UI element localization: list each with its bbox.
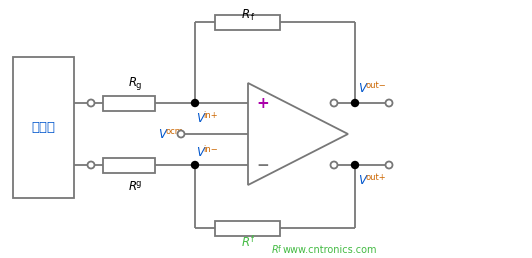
Bar — [13, 57, 74, 198]
Text: V: V — [358, 173, 366, 187]
Circle shape — [192, 162, 198, 168]
Text: +: + — [256, 95, 269, 110]
Bar — [103, 157, 155, 173]
Text: R: R — [129, 181, 137, 194]
Text: ocm: ocm — [166, 127, 184, 136]
Circle shape — [386, 100, 393, 107]
Bar — [103, 95, 155, 110]
Text: f: f — [251, 12, 254, 21]
Bar — [215, 14, 280, 29]
Text: R: R — [272, 245, 279, 255]
Circle shape — [192, 100, 198, 107]
Text: g: g — [136, 180, 142, 189]
Circle shape — [386, 162, 393, 168]
Text: out−: out− — [365, 82, 386, 91]
Text: R: R — [129, 77, 137, 90]
Text: −: − — [256, 157, 269, 173]
Circle shape — [330, 162, 337, 168]
Text: in−: in− — [203, 144, 218, 154]
Circle shape — [87, 100, 95, 107]
Circle shape — [352, 162, 359, 168]
Text: g: g — [136, 82, 142, 91]
Text: out+: out+ — [365, 173, 386, 181]
Text: V: V — [158, 128, 166, 141]
Text: V: V — [196, 146, 204, 158]
Circle shape — [87, 162, 95, 168]
Text: 信号源: 信号源 — [31, 121, 55, 134]
Text: R: R — [242, 7, 250, 20]
Text: V: V — [358, 83, 366, 95]
Text: in+: in+ — [203, 111, 218, 120]
Circle shape — [352, 100, 359, 107]
Text: V: V — [196, 112, 204, 125]
Bar — [215, 221, 280, 236]
Circle shape — [178, 131, 185, 138]
Text: f: f — [251, 235, 254, 244]
Text: f: f — [278, 246, 281, 254]
Text: R: R — [242, 236, 250, 248]
Circle shape — [330, 100, 337, 107]
Text: www.cntronics.com: www.cntronics.com — [283, 245, 378, 255]
